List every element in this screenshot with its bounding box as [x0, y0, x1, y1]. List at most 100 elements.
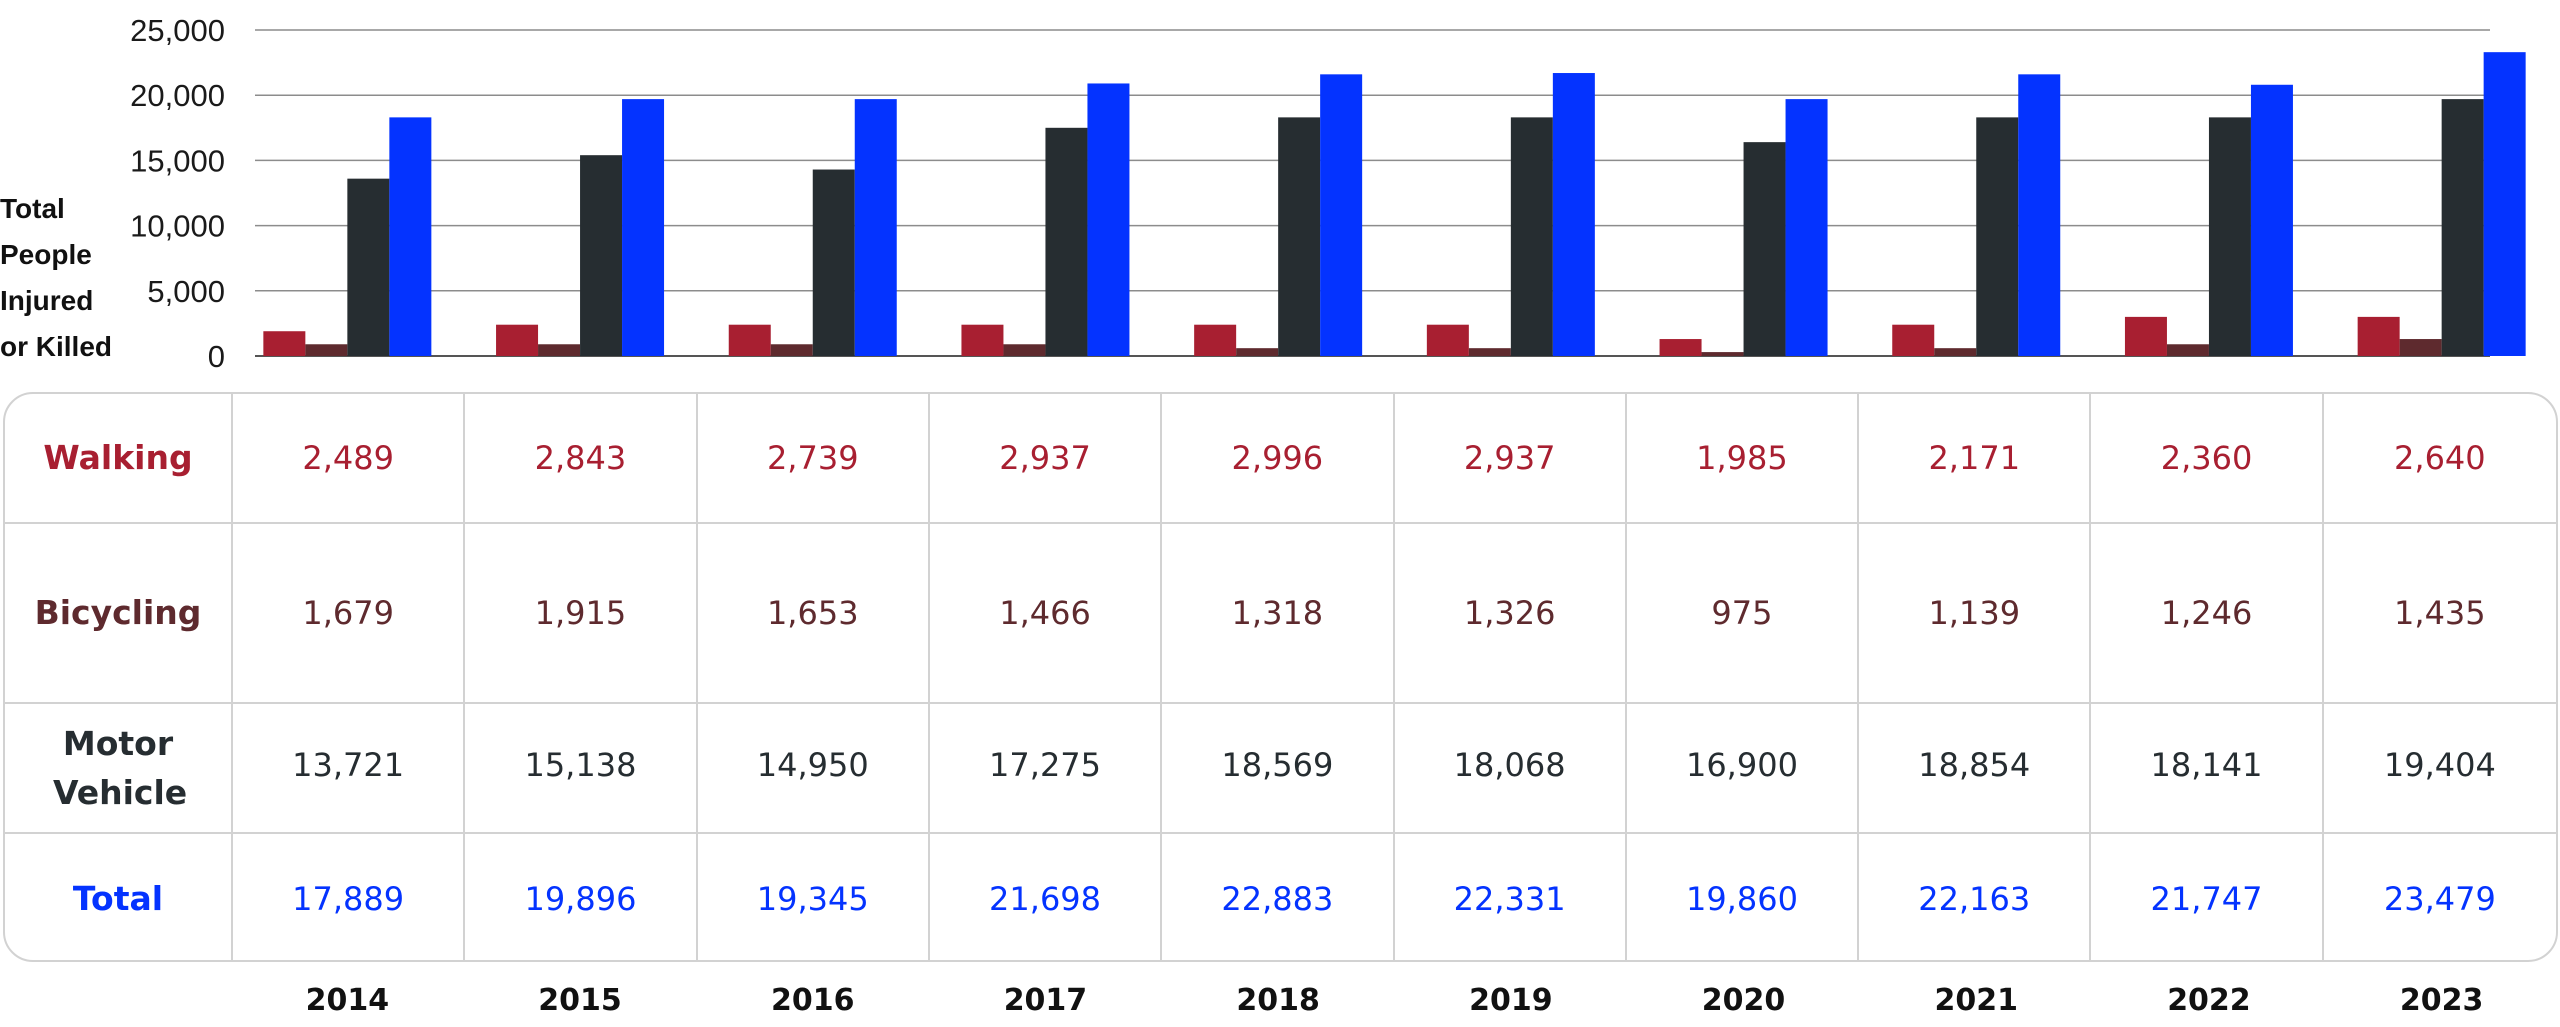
bar-motor-vehicle-2018 [1278, 117, 1321, 356]
table-cell: 2,640 [2323, 394, 2556, 524]
table-cell: 1,326 [1394, 524, 1627, 704]
table-cell: 975 [1626, 524, 1860, 704]
table-cell: 1,679 [233, 524, 466, 704]
table-cell: 2,171 [1859, 394, 2092, 524]
table-cell: 2,843 [465, 394, 698, 524]
year-label: 2014 [305, 982, 390, 1018]
y-tick-label: 25,000 [130, 13, 225, 48]
table-cell: 1,466 [929, 524, 1163, 704]
bar-walking-2019 [1426, 324, 1469, 356]
bar-motor-vehicle-2019 [1510, 117, 1553, 356]
table-cell: 2,996 [1162, 394, 1395, 524]
bar-walking-2018 [1194, 324, 1237, 356]
bar-walking-2016 [728, 324, 771, 356]
bar-total-2017 [1087, 83, 1130, 357]
bar-walking-2021 [1892, 324, 1935, 356]
bar-bicycling-2014 [305, 344, 348, 356]
bar-motor-vehicle-2021 [1976, 117, 2019, 356]
year-label: 2023 [2399, 982, 2484, 1018]
bar-total-2020 [1785, 99, 1828, 356]
year-label: 2018 [1236, 982, 1320, 1018]
row-header-bicycling: Bicycling [5, 524, 233, 704]
bars [263, 52, 2526, 357]
bar-bicycling-2017 [1003, 344, 1046, 356]
bar-bicycling-2016 [770, 344, 813, 356]
table-cell: 1,246 [2091, 524, 2324, 704]
table-cell: 19,896 [465, 834, 698, 960]
table-cell: 2,937 [1394, 394, 1627, 524]
table-cell: 18,854 [1859, 704, 2092, 834]
bar-total-2022 [2250, 84, 2293, 356]
table-cell: 2,937 [929, 394, 1163, 524]
bar-total-2016 [854, 99, 897, 356]
table-cell: 1,985 [1626, 394, 1860, 524]
table-cell: 21,747 [2091, 834, 2324, 960]
table-cell: 13,721 [233, 704, 466, 834]
year-label: 2015 [538, 982, 622, 1018]
bar-walking-2014 [263, 331, 306, 356]
bar-total-2018 [1320, 74, 1363, 356]
bar-motor-vehicle-2022 [2208, 117, 2251, 356]
bar-total-2015 [622, 99, 665, 356]
table-cell: 17,889 [233, 834, 466, 960]
bar-walking-2015 [496, 324, 539, 356]
y-tick-label: 0 [208, 339, 225, 374]
table-cell: 18,141 [2091, 704, 2324, 834]
bar-walking-2023 [2357, 316, 2400, 356]
table-cell: 19,860 [1627, 834, 1860, 960]
bar-total-2021 [2018, 74, 2061, 356]
y-tick-label: 15,000 [130, 143, 225, 178]
bar-total-2023 [2483, 52, 2526, 356]
year-label: 2020 [1701, 982, 1786, 1018]
data-table: Walking 2,489 2,843 2,739 2,937 2,996 2,… [3, 392, 2558, 962]
row-header-motor-vehicle: Motor Vehicle [5, 704, 233, 834]
bar-motor-vehicle-2016 [812, 169, 855, 356]
table-cell: 16,900 [1626, 704, 1860, 834]
table-cell: 19,345 [698, 834, 930, 960]
table-cell: 18,569 [1162, 704, 1395, 834]
table-cell: 1,318 [1162, 524, 1395, 704]
bar-bicycling-2022 [2166, 344, 2209, 356]
row-header-walking: Walking [5, 394, 233, 524]
table-cell: 1,139 [1859, 524, 2092, 704]
table-cell: 2,489 [233, 394, 466, 524]
table-cell: 22,163 [1859, 834, 2092, 960]
y-axis-label-line: People [0, 239, 92, 270]
bar-motor-vehicle-2015 [580, 155, 623, 356]
bar-total-2014 [389, 117, 432, 356]
table-cell: 17,275 [929, 704, 1163, 834]
table-cell: 2,739 [697, 394, 930, 524]
bar-walking-2017 [961, 324, 1004, 356]
bar-chart: 0 5,000 10,000 15,000 20,000 25,000 Total Peo… [0, 13, 2526, 374]
y-axis-ticks: 0 5,000 10,000 15,000 20,000 25,000 [130, 13, 225, 374]
bar-bicycling-2023 [2399, 339, 2442, 356]
row-header-label: Motor Vehicle [53, 723, 188, 813]
table-cell: 22,883 [1162, 834, 1395, 960]
row-header-total: Total [5, 834, 233, 960]
year-label: 2022 [2167, 982, 2251, 1018]
x-axis-year-labels: 2014 2015 2016 2017 2018 2019 2020 2021 … [3, 975, 2558, 1025]
bar-motor-vehicle-2023 [2441, 99, 2484, 356]
table-cell: 1,915 [465, 524, 698, 704]
y-axis-label-line: Total [0, 193, 65, 224]
y-axis-label: Total People Injured or Killed [0, 193, 112, 362]
year-label: 2017 [1003, 982, 1088, 1018]
bar-bicycling-2018 [1236, 348, 1279, 356]
y-tick-label: 5,000 [147, 274, 225, 309]
y-tick-label: 10,000 [130, 209, 225, 244]
bar-bicycling-2021 [1934, 348, 1977, 356]
table-cell: 19,404 [2323, 704, 2556, 834]
y-axis-label-line: Injured [0, 285, 93, 316]
year-label: 2019 [1469, 982, 1553, 1018]
y-tick-label: 20,000 [130, 78, 225, 113]
bar-walking-2020 [1659, 339, 1702, 356]
table-cell: 14,950 [697, 704, 930, 834]
bar-motor-vehicle-2017 [1045, 127, 1088, 356]
year-label: 2021 [1934, 982, 2018, 1018]
year-label: 2016 [770, 982, 855, 1018]
bar-bicycling-2019 [1468, 348, 1511, 356]
bar-bicycling-2020 [1701, 352, 1744, 356]
bar-bicycling-2015 [538, 344, 581, 356]
table-cell: 23,479 [2383, 880, 2496, 918]
table-cell: 2,360 [2091, 394, 2324, 524]
